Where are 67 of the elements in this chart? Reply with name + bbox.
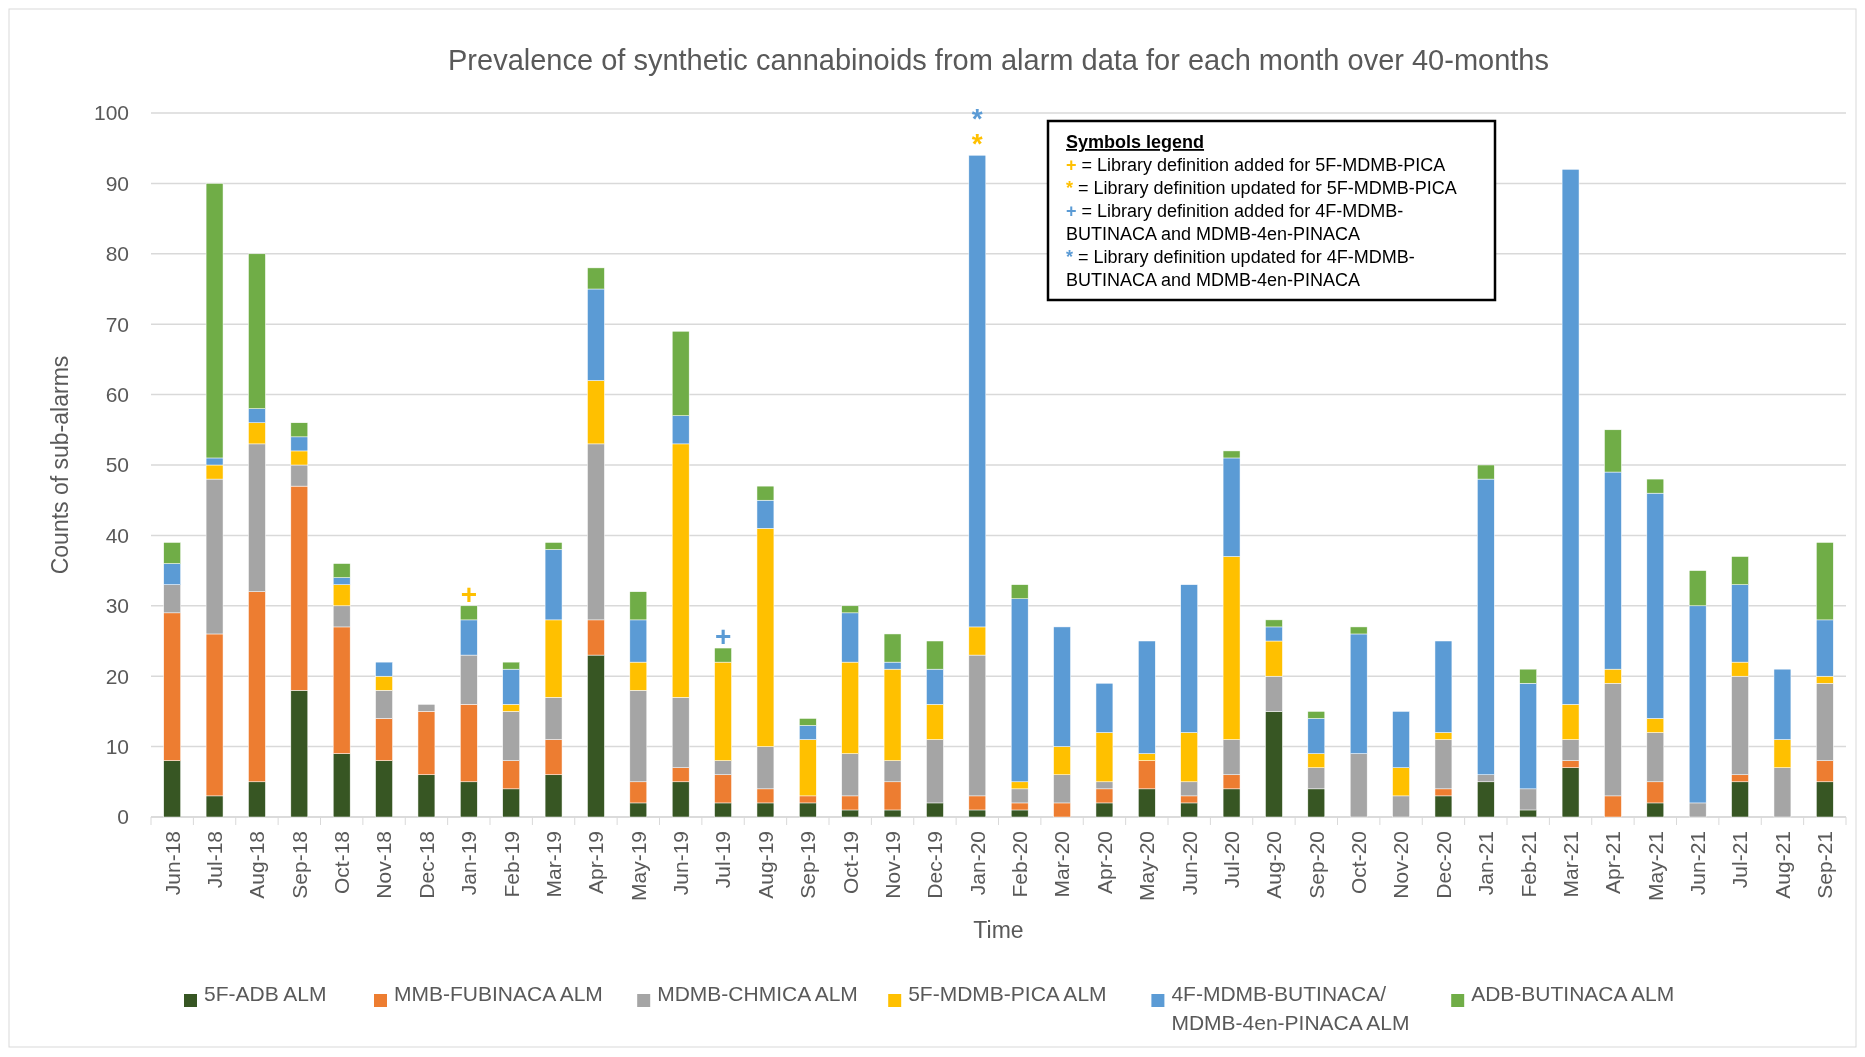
legend-label: MDMB-CHMICA ALM [657,982,858,1005]
x-axis-title: Time [973,917,1024,943]
x-tick-label: Aug-20 [1262,831,1286,899]
legend-label: ADB-BUTINACA ALM [1471,982,1675,1005]
y-tick-label: 100 [93,101,129,125]
y-tick-label: 30 [105,594,129,618]
x-tick-label: Feb-19 [499,831,523,898]
x-tick-label: Apr-20 [1092,831,1116,895]
x-tick-label: Aug-21 [1770,831,1794,899]
annotation: + [460,578,477,610]
legend-label: MMB-FUBINACA ALM [394,982,603,1005]
x-tick-label: Nov-20 [1389,831,1413,899]
x-tick-label: Feb-20 [1008,831,1032,898]
annotation: + = Library definition added for 5F-MDMB-PICA [1066,155,1446,175]
x-tick-label: Dec-19 [923,831,947,899]
x-tick-label: Mar-21 [1558,831,1582,898]
y-tick-label: 20 [105,664,129,688]
x-tick-label: Nov-18 [372,831,396,899]
chart-title: Prevalence of synthetic cannabinoids from alarm data for each month over 40-months [448,44,1549,76]
x-tick-label: Jul-20 [1219,831,1243,889]
x-tick-label: Jul-19 [711,831,735,889]
x-tick-label: Aug-18 [245,831,269,899]
x-tick-label: Jun-20 [1177,831,1201,896]
x-tick-label: Jul-21 [1728,831,1752,889]
y-tick-label: 70 [105,312,129,336]
y-tick-label: 40 [105,523,129,547]
annotation: * = Library definition updated for 5F-MDMB-PICA [1066,178,1457,198]
x-tick-label: Oct-19 [838,831,862,895]
x-tick-label: Jun-18 [160,831,184,896]
x-tick-label: Sep-20 [1304,831,1328,899]
y-tick-label: 80 [105,242,129,266]
y-tick-label: 90 [105,171,129,195]
annotation: Symbols legend [1066,132,1205,152]
y-tick-label: 60 [105,382,129,406]
x-tick-label: May-19 [626,831,650,902]
annotation: + = Library definition added for 4F-MDMB-BUTINACA and MDMB-4en-PINACA [1066,201,1404,244]
x-tick-label: May-20 [1135,831,1159,902]
x-tick-label: Dec-18 [414,831,438,899]
x-tick-label: Jan-21 [1474,831,1498,896]
x-tick-label: Nov-19 [880,831,904,899]
x-tick-label: Feb-21 [1516,831,1540,898]
legend-label: 5F-MDMB-PICA ALM [908,982,1107,1005]
x-tick-label: Mar-19 [541,831,565,898]
x-tick-label: Oct-20 [1347,831,1371,895]
x-tick-label: Sep-21 [1813,831,1837,899]
x-tick-label: Oct-18 [330,831,354,895]
x-tick-label: Apr-21 [1601,831,1625,895]
x-tick-label: Jan-20 [965,831,989,896]
x-tick-label: Mar-20 [1050,831,1074,898]
annotation: + [714,620,732,652]
x-tick-label: Jun-21 [1686,831,1710,896]
y-tick-label: 50 [105,453,129,477]
x-tick-label: May-21 [1643,831,1667,902]
x-tick-label: Sep-19 [796,831,820,899]
y-axis-title: Counts of sub-alarms [47,355,73,575]
x-tick-label: Jul-18 [202,831,226,889]
x-tick-label: Jan-19 [457,831,481,896]
x-tick-label: Sep-18 [287,831,311,899]
y-tick-label: 0 [117,805,129,829]
legend-label: 4F-MDMB-BUTINACA/MDMB-4en-PINACA ALM [1171,982,1410,1035]
x-tick-label: Aug-19 [753,831,777,899]
y-tick-label: 10 [105,734,129,758]
legend-label: 5F-ADB ALM [204,982,327,1005]
x-tick-label: Apr-19 [584,831,608,895]
x-tick-label: Jun-19 [669,831,693,896]
x-tick-label: Dec-20 [1431,831,1455,899]
annotation: * = Library definition updated for 4F-MDMB-BUTINACA and MDMB-4en-PINACA [1066,247,1415,290]
